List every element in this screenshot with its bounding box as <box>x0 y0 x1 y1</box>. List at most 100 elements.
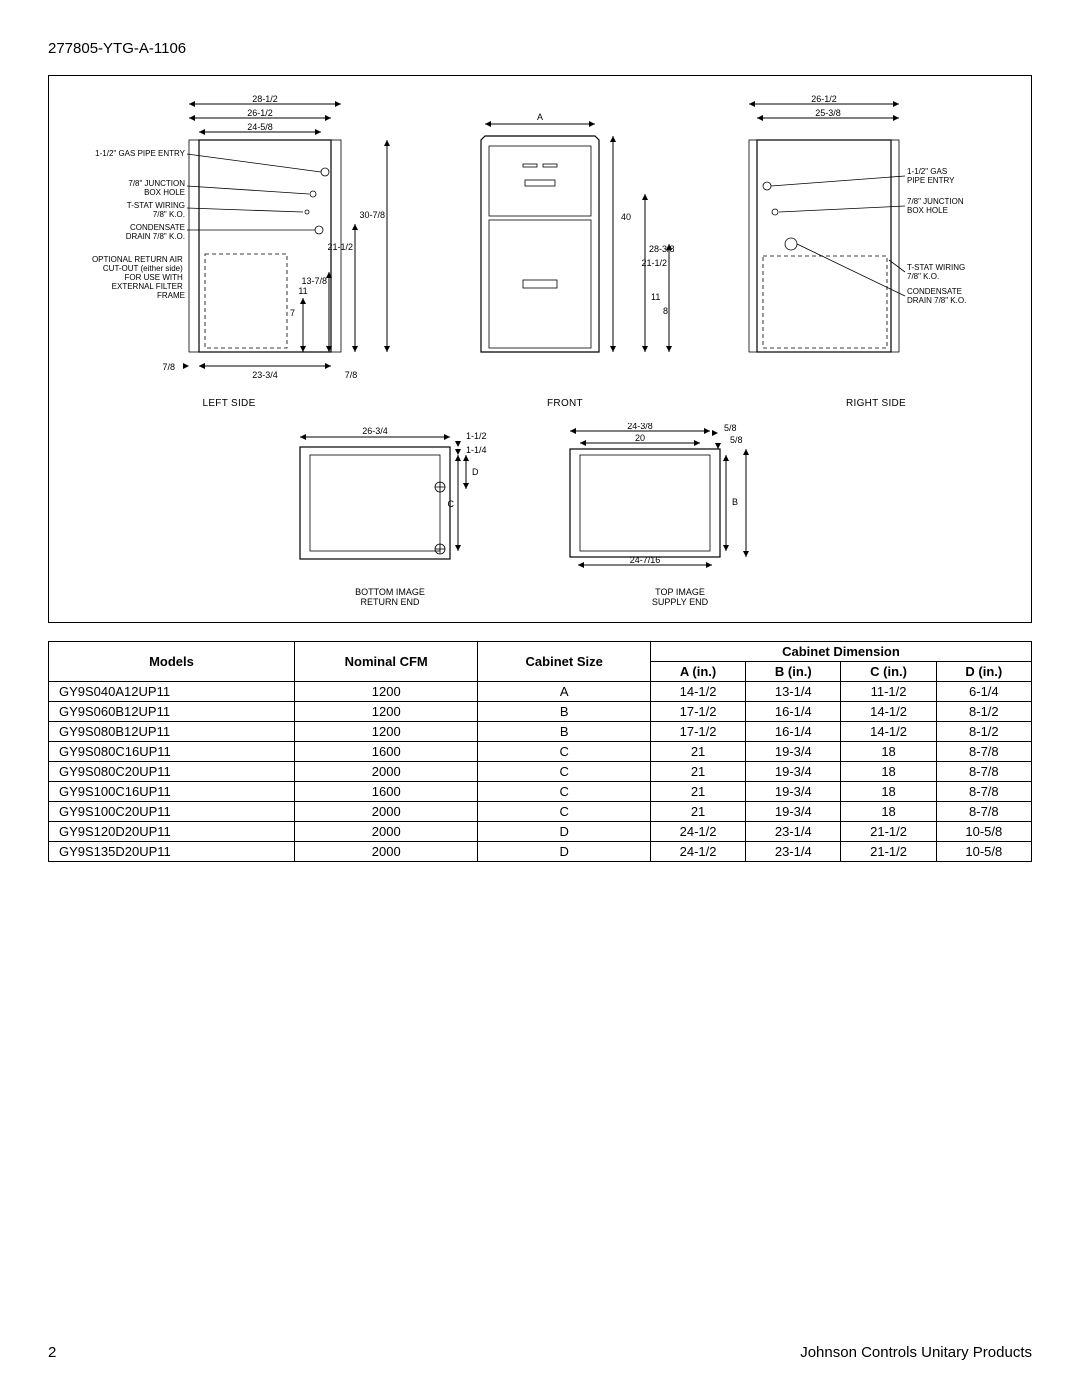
cell-c: 18 <box>841 761 936 781</box>
cell-cfm: 2000 <box>294 841 477 861</box>
cell-c: 18 <box>841 781 936 801</box>
svg-text:13-7/8: 13-7/8 <box>301 276 327 286</box>
cell-model: GY9S060B12UP11 <box>49 701 295 721</box>
svg-text:CONDENSATEDRAIN 7/8" K.O.: CONDENSATEDRAIN 7/8" K.O. <box>907 287 966 305</box>
cell-d: 6-1/4 <box>936 681 1031 701</box>
svg-text:OPTIONAL RETURN AIR: OPTIONAL RETURN AIR CUT-OUT (either side… <box>92 255 185 300</box>
svg-text:8: 8 <box>663 306 668 316</box>
cell-a: 17-1/2 <box>650 721 745 741</box>
col-b: B (in.) <box>746 661 841 681</box>
svg-text:T-STAT WIRING7/8" K.O.: T-STAT WIRING7/8" K.O. <box>127 201 185 219</box>
cell-size: D <box>478 821 650 841</box>
top-image-view: 24-3/8 20 5/8 5/8 B <box>550 423 810 608</box>
cell-model: GY9S100C20UP11 <box>49 801 295 821</box>
page-number: 2 <box>48 1344 56 1361</box>
table-row: GY9S080B12UP111200B17-1/216-1/414-1/28-1… <box>49 721 1032 741</box>
svg-text:7/8: 7/8 <box>162 362 175 372</box>
cell-size: C <box>478 801 650 821</box>
left-side-view: 28-1/2 26-1/2 24-5/8 <box>59 94 399 409</box>
cell-b: 19-3/4 <box>746 781 841 801</box>
cell-a: 24-1/2 <box>650 821 745 841</box>
cell-d: 8-7/8 <box>936 741 1031 761</box>
svg-text:1-1/4: 1-1/4 <box>466 445 487 455</box>
cell-c: 18 <box>841 741 936 761</box>
col-c: C (in.) <box>841 661 936 681</box>
svg-text:11: 11 <box>651 292 660 302</box>
table-row: GY9S120D20UP112000D24-1/223-1/421-1/210-… <box>49 821 1032 841</box>
cell-c: 18 <box>841 801 936 821</box>
svg-text:20: 20 <box>635 433 645 443</box>
table-row: GY9S060B12UP111200B17-1/216-1/414-1/28-1… <box>49 701 1032 721</box>
bottom-image-view: 26-3/4 1-1/2 1-1/4 D C <box>270 423 510 608</box>
svg-text:CONDENSATEDRAIN 7/8" K.O.: CONDENSATEDRAIN 7/8" K.O. <box>126 223 185 241</box>
svg-text:D: D <box>472 467 479 477</box>
svg-text:5/8: 5/8 <box>730 435 743 445</box>
document-id: 277805-YTG-A-1106 <box>48 40 1032 57</box>
svg-text:21-1/2: 21-1/2 <box>327 242 353 252</box>
cell-cfm: 2000 <box>294 821 477 841</box>
right-side-label: RIGHT SIDE <box>846 398 906 409</box>
table-row: GY9S100C16UP111600C2119-3/4188-7/8 <box>49 781 1032 801</box>
cell-model: GY9S080B12UP11 <box>49 721 295 741</box>
cell-d: 8-1/2 <box>936 721 1031 741</box>
cell-d: 8-7/8 <box>936 761 1031 781</box>
cell-model: GY9S120D20UP11 <box>49 821 295 841</box>
svg-text:1-1/2" GASPIPE ENTRY: 1-1/2" GASPIPE ENTRY <box>907 167 955 185</box>
cell-model: GY9S080C20UP11 <box>49 761 295 781</box>
svg-text:B: B <box>732 497 738 507</box>
col-cfm: Nominal CFM <box>294 641 477 681</box>
dimensions-table: Models Nominal CFM Cabinet Size Cabinet … <box>48 641 1032 862</box>
cell-c: 21-1/2 <box>841 841 936 861</box>
cell-model: GY9S100C16UP11 <box>49 781 295 801</box>
col-dim: Cabinet Dimension <box>650 641 1031 661</box>
col-d: D (in.) <box>936 661 1031 681</box>
cell-d: 8-1/2 <box>936 701 1031 721</box>
cell-size: C <box>478 761 650 781</box>
cell-a: 21 <box>650 781 745 801</box>
svg-text:5/8: 5/8 <box>724 423 737 433</box>
front-label: FRONT <box>547 398 583 409</box>
cell-cfm: 1600 <box>294 781 477 801</box>
cell-b: 16-1/4 <box>746 701 841 721</box>
cell-size: B <box>478 721 650 741</box>
dimension-diagram: 28-1/2 26-1/2 24-5/8 <box>48 75 1032 623</box>
col-size: Cabinet Size <box>478 641 650 681</box>
svg-text:7: 7 <box>290 308 295 318</box>
cell-size: B <box>478 701 650 721</box>
cell-model: GY9S080C16UP11 <box>49 741 295 761</box>
cell-a: 17-1/2 <box>650 701 745 721</box>
bottom-image-label: BOTTOM IMAGE RETURN END <box>355 587 425 608</box>
table-row: GY9S080C20UP112000C2119-3/4188-7/8 <box>49 761 1032 781</box>
cell-d: 10-5/8 <box>936 821 1031 841</box>
cell-cfm: 1200 <box>294 701 477 721</box>
cell-cfm: 1200 <box>294 721 477 741</box>
svg-text:7/8" JUNCTIONBOX HOLE: 7/8" JUNCTIONBOX HOLE <box>128 179 185 197</box>
front-view: A 40 28-3/8 <box>445 94 685 409</box>
cell-d: 10-5/8 <box>936 841 1031 861</box>
svg-text:26-1/2: 26-1/2 <box>811 94 837 104</box>
cell-size: C <box>478 741 650 761</box>
cell-a: 14-1/2 <box>650 681 745 701</box>
col-a: A (in.) <box>650 661 745 681</box>
svg-text:28-1/2: 28-1/2 <box>252 94 278 104</box>
cell-b: 19-3/4 <box>746 801 841 821</box>
cell-c: 14-1/2 <box>841 701 936 721</box>
cell-cfm: 1600 <box>294 741 477 761</box>
svg-text:1-1/2" GAS PIPE ENTRY: 1-1/2" GAS PIPE ENTRY <box>95 149 186 158</box>
cell-b: 23-1/4 <box>746 821 841 841</box>
left-side-label: LEFT SIDE <box>202 398 255 409</box>
svg-text:7/8: 7/8 <box>345 370 358 380</box>
svg-text:24-7/16: 24-7/16 <box>630 555 661 565</box>
cell-a: 21 <box>650 741 745 761</box>
col-models: Models <box>49 641 295 681</box>
svg-text:25-3/8: 25-3/8 <box>815 108 841 118</box>
cell-a: 21 <box>650 761 745 781</box>
table-row: GY9S135D20UP112000D24-1/223-1/421-1/210-… <box>49 841 1032 861</box>
cell-model: GY9S040A12UP11 <box>49 681 295 701</box>
cell-size: A <box>478 681 650 701</box>
cell-b: 19-3/4 <box>746 741 841 761</box>
cell-d: 8-7/8 <box>936 781 1031 801</box>
svg-text:11: 11 <box>298 286 307 296</box>
table-row: GY9S040A12UP111200A14-1/213-1/411-1/26-1… <box>49 681 1032 701</box>
svg-text:40: 40 <box>621 212 631 222</box>
